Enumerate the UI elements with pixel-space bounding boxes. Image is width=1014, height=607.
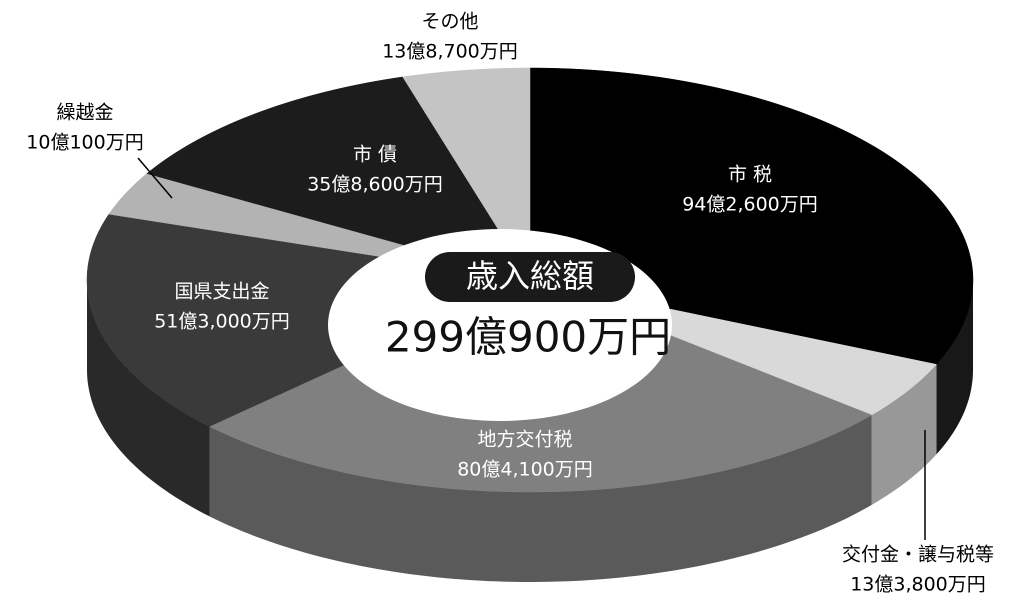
slice-side [87, 280, 210, 517]
sides [87, 280, 973, 582]
slice [402, 67, 531, 281]
slice-side [936, 280, 973, 455]
leader-line [137, 157, 173, 199]
slice-value-label: 13億8,700万円 [382, 41, 518, 63]
slice-value-label: 13億3,800万円 [850, 574, 986, 596]
slice-name: 市 債 [353, 144, 397, 166]
slice-side [871, 364, 937, 506]
slice-value-label: 35億8,600万円 [307, 174, 443, 196]
center-title: 歳入総額 [466, 257, 594, 295]
slice-name: 市 税 [728, 164, 772, 186]
slice-value-label: 10億100万円 [26, 132, 143, 154]
slice-name: 国県支出金 [174, 281, 269, 303]
slice-value-label: 80億4,100万円 [457, 459, 593, 481]
slice-name: 交付金・譲与税等 [842, 544, 994, 566]
slice-value-label: 51億3,000万円 [154, 311, 290, 333]
slice-value-label: 94億2,600万円 [682, 194, 818, 216]
center-pill [425, 252, 635, 302]
slice-name: 地方交付税 [477, 429, 572, 451]
slice-name: 繰越金 [56, 102, 113, 124]
slice-name: その他 [421, 11, 478, 33]
total-label: 299億900万円 [385, 313, 671, 362]
slice-side [209, 415, 872, 582]
slice [146, 76, 531, 281]
